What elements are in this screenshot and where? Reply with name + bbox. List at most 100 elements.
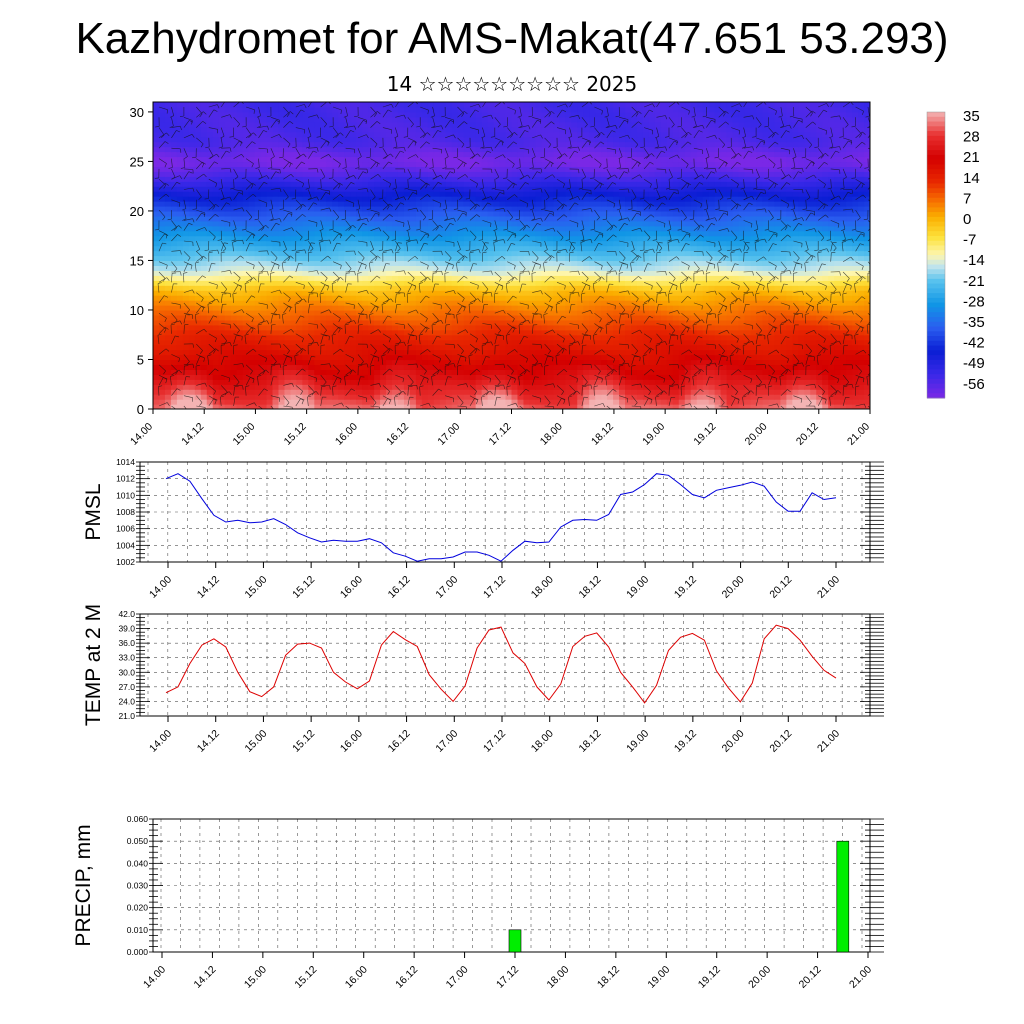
heatmap-cell bbox=[750, 265, 758, 271]
heatmap-cell bbox=[368, 349, 375, 356]
heatmap-cell bbox=[314, 275, 321, 281]
heatmap-cell bbox=[224, 285, 232, 291]
heatmap-cell bbox=[720, 384, 728, 390]
heatmap-cell bbox=[678, 215, 686, 222]
heatmap-cell bbox=[583, 230, 590, 237]
heatmap-cell bbox=[433, 379, 441, 385]
heatmap-cell bbox=[433, 235, 441, 242]
heatmap-cell bbox=[846, 339, 853, 346]
heatmap-cell bbox=[607, 260, 614, 266]
heatmap-cell bbox=[613, 404, 620, 409]
heatmap-cell bbox=[212, 344, 220, 351]
heatmap-cell bbox=[589, 309, 596, 316]
heatmap-cell bbox=[768, 404, 775, 409]
heatmap-cell bbox=[248, 305, 256, 311]
heatmap-cell bbox=[374, 319, 381, 326]
heatmap-cell bbox=[212, 364, 220, 370]
heatmap-cell bbox=[756, 225, 764, 232]
heatmap-cell bbox=[690, 374, 698, 380]
heatmap-cell bbox=[744, 275, 752, 281]
heatmap-cell bbox=[308, 314, 315, 321]
heatmap-cell bbox=[529, 364, 536, 370]
heatmap-cell bbox=[505, 389, 513, 395]
heatmap-cell bbox=[320, 220, 327, 227]
heatmap-cell bbox=[780, 309, 787, 316]
heatmap-cell bbox=[565, 389, 572, 395]
heatmap-cell bbox=[511, 369, 519, 375]
heatmap-cell bbox=[738, 379, 746, 385]
heatmap-cell bbox=[248, 295, 256, 301]
heatmap-cell bbox=[810, 309, 817, 316]
heatmap-cell bbox=[296, 305, 303, 311]
heatmap-cell bbox=[517, 334, 525, 341]
heatmap-cell bbox=[660, 394, 668, 400]
heatmap-cell bbox=[565, 384, 572, 390]
heatmap-cell bbox=[182, 285, 190, 291]
heatmap-cell bbox=[290, 300, 297, 306]
heatmap-cell bbox=[254, 225, 262, 232]
heatmap-cell bbox=[505, 399, 513, 405]
heatmap-cell bbox=[762, 394, 770, 400]
heatmap-cell bbox=[170, 215, 178, 222]
heatmap-cell bbox=[266, 215, 274, 222]
heatmap-cell bbox=[290, 205, 297, 212]
heatmap-cell bbox=[774, 344, 781, 351]
heatmap-cell bbox=[170, 354, 178, 361]
heatmap-cell bbox=[732, 205, 740, 212]
heatmap-cell bbox=[756, 359, 764, 366]
heatmap-cell bbox=[744, 364, 752, 370]
heatmap-cell bbox=[547, 280, 554, 286]
heatmap-cell bbox=[230, 220, 238, 227]
heatmap-cell bbox=[744, 300, 752, 306]
heatmap-cell bbox=[517, 305, 525, 311]
heatmap-cell bbox=[182, 305, 190, 311]
heatmap-cell bbox=[427, 210, 435, 217]
heatmap-cell bbox=[236, 364, 244, 370]
heatmap-cell bbox=[798, 334, 805, 341]
heatmap-cell bbox=[266, 205, 274, 212]
heatmap-cell bbox=[768, 364, 775, 370]
heatmap-cell bbox=[535, 245, 542, 252]
heatmap-cell bbox=[338, 334, 345, 341]
heatmap-cell bbox=[332, 210, 339, 217]
heatmap-cell bbox=[188, 270, 196, 276]
heatmap-cell bbox=[475, 369, 483, 375]
heatmap-cell bbox=[164, 314, 172, 321]
heatmap-cell bbox=[571, 369, 578, 375]
heatmap-cell bbox=[804, 290, 811, 296]
heatmap-cell bbox=[858, 235, 865, 242]
heatmap-cell bbox=[804, 339, 811, 346]
heatmap-cell bbox=[433, 265, 441, 271]
heatmap-cell bbox=[613, 374, 620, 380]
heatmap-cell bbox=[272, 230, 280, 237]
heatmap-cell bbox=[397, 260, 405, 266]
heatmap-cell bbox=[463, 240, 471, 247]
heatmap-cell bbox=[403, 404, 411, 409]
heatmap-cell bbox=[421, 201, 429, 207]
heatmap-cell bbox=[248, 374, 256, 380]
heatmap-cell bbox=[188, 275, 196, 281]
heatmap-cell bbox=[798, 404, 805, 409]
heatmap-cell bbox=[858, 339, 865, 346]
heatmap-cell bbox=[834, 359, 841, 366]
heatmap-cell bbox=[421, 319, 429, 326]
heatmap-cell bbox=[846, 270, 853, 276]
heatmap-cell bbox=[541, 314, 548, 321]
heatmap-cell bbox=[511, 250, 519, 257]
heatmap-cell bbox=[792, 334, 799, 341]
heatmap-cell bbox=[409, 334, 417, 341]
heatmap-cell bbox=[702, 374, 710, 380]
heatmap-cell bbox=[338, 225, 345, 232]
heatmap-cell bbox=[804, 220, 811, 227]
heatmap-cell bbox=[864, 240, 870, 247]
heatmap-cell bbox=[648, 364, 656, 370]
heatmap-cell bbox=[332, 270, 339, 276]
heatmap-cell bbox=[368, 339, 375, 346]
heatmap-cell bbox=[601, 270, 608, 276]
heatmap-cell bbox=[182, 349, 190, 356]
heatmap-cell bbox=[732, 404, 740, 409]
heatmap-cell bbox=[451, 354, 459, 361]
heatmap-cell bbox=[392, 210, 399, 217]
heatmap-cell bbox=[397, 314, 405, 321]
heatmap-cell bbox=[559, 240, 566, 247]
